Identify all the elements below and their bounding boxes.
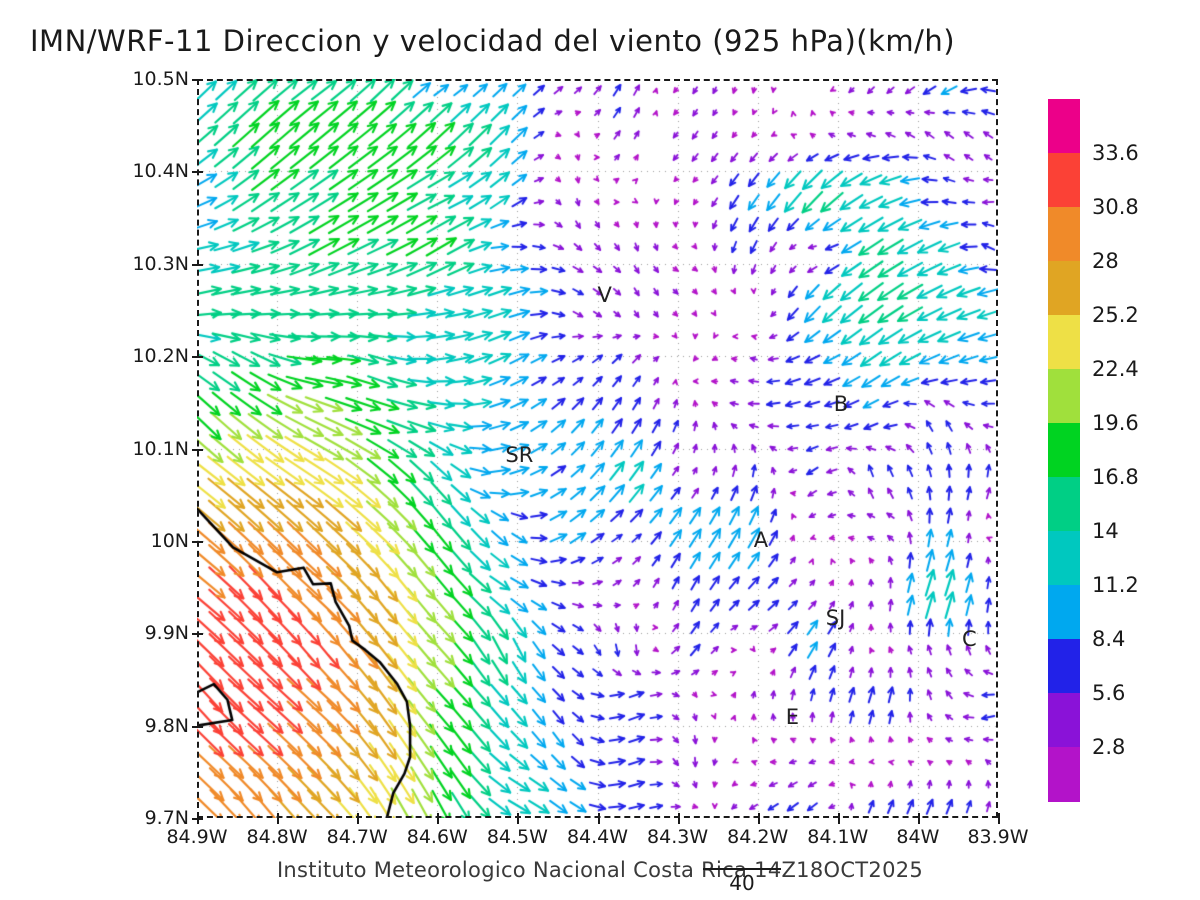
x-tick-label: 83.9W (967, 826, 1029, 848)
plot-frame (197, 79, 998, 818)
x-tick-mark (597, 813, 600, 824)
colorbar-band (1048, 99, 1080, 154)
colorbar-band (1048, 261, 1080, 316)
reference-vector: 40 (703, 868, 781, 895)
x-tick-label: 84.1W (807, 826, 869, 848)
y-tick-mark (192, 633, 203, 636)
colorbar-tick-label: 14 (1092, 519, 1119, 543)
y-tick-label: 10.2N (132, 345, 189, 368)
colorbar-band (1048, 747, 1080, 802)
y-tick-label: 9.9N (144, 622, 189, 645)
x-tick-mark (437, 813, 440, 824)
x-tick-label: 84.5W (486, 826, 548, 848)
reference-vector-bar (703, 868, 781, 870)
colorbar-band (1048, 585, 1080, 640)
colorbar-tick-label: 5.6 (1092, 681, 1126, 705)
x-tick-mark (357, 813, 360, 824)
colorbar-band (1048, 693, 1080, 748)
x-tick-mark (837, 813, 840, 824)
y-tick-label: 9.7N (144, 807, 189, 829)
colorbar-tick-label: 28 (1092, 249, 1119, 273)
y-tick-label: 10N (150, 529, 189, 552)
x-tick-label: 84.2W (727, 826, 789, 848)
x-tick-mark (917, 813, 920, 824)
colorbar-band (1048, 639, 1080, 694)
y-tick-mark (192, 356, 203, 359)
y-tick-mark (192, 171, 203, 174)
y-tick-mark (192, 79, 203, 81)
x-tick-label: 84.8W (246, 826, 308, 848)
colorbar-band (1048, 315, 1080, 370)
y-tick-mark (192, 263, 203, 266)
colorbar-band (1048, 369, 1080, 424)
y-tick-label: 10.1N (132, 437, 189, 460)
colorbar-band (1048, 531, 1080, 586)
colorbar-band (1048, 477, 1080, 532)
colorbar-band (1048, 423, 1080, 478)
x-tick-label: 84.4W (566, 826, 629, 848)
y-tick-mark (192, 540, 203, 543)
colorbar-tick-label: 33.6 (1092, 141, 1139, 165)
colorbar-tick-label: 19.6 (1092, 411, 1139, 435)
x-tick-mark (677, 813, 680, 824)
colorbar-tick-label: 30.8 (1092, 195, 1139, 219)
x-tick-label: 84.3W (647, 826, 709, 848)
x-tick-mark (998, 813, 1000, 824)
reference-vector-value: 40 (729, 871, 755, 895)
y-tick-label: 10.3N (132, 252, 189, 275)
colorbar-tick-label: 8.4 (1092, 627, 1126, 651)
coastline (197, 79, 998, 818)
footer-credit: Instituto Meteorologico Nacional Costa R… (276, 858, 924, 882)
x-tick-mark (517, 813, 520, 824)
x-tick-label: 84W (896, 826, 940, 848)
plot-area: V B SR A SJ C E (197, 79, 998, 818)
y-tick-label: 10.4N (132, 160, 189, 183)
colorbar-band (1048, 207, 1080, 262)
y-tick-mark (192, 448, 203, 451)
y-tick-mark (192, 818, 203, 820)
colorbar-tick-label: 25.2 (1092, 303, 1139, 327)
y-tick-label: 10.5N (132, 68, 189, 90)
colorbar (1048, 99, 1080, 802)
y-tick-mark (192, 725, 203, 728)
x-tick-label: 84.6W (406, 826, 468, 848)
x-tick-label: 84.7W (326, 826, 388, 848)
colorbar-tick-label: 22.4 (1092, 357, 1139, 381)
colorbar-tick-label: 11.2 (1092, 573, 1139, 597)
y-tick-label: 9.8N (144, 714, 189, 737)
chart-title: IMN/WRF-11 Direccion y velocidad del vie… (30, 24, 956, 58)
colorbar-tick-label: 16.8 (1092, 465, 1139, 489)
x-tick-mark (757, 813, 760, 824)
colorbar-tick-label: 2.8 (1092, 735, 1126, 759)
x-tick-mark (277, 813, 280, 824)
colorbar-band (1048, 153, 1080, 208)
x-tick-label: 84.9W (166, 826, 228, 848)
